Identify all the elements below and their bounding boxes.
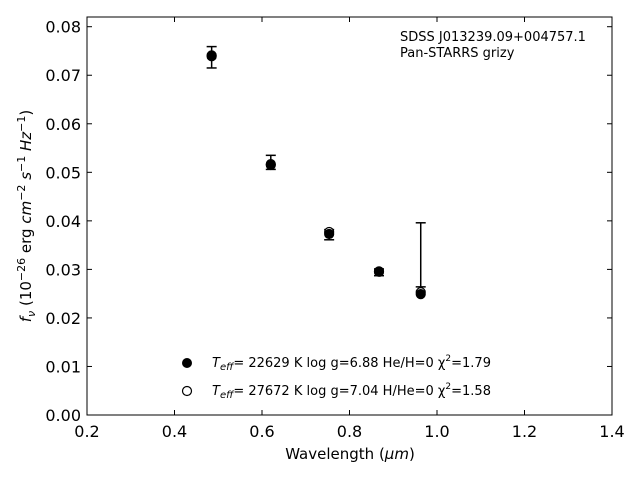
y-tick-label: 0.02 [45,309,81,328]
legend-label-helium: Teff= 27672 K log g=7.04 H/He=0 χ2=1.58 [212,382,491,401]
y-axis-ticks: 0.00 0.01 0.02 0.03 0.04 0.05 0.06 0.07 0.08 [45,18,612,425]
model-point-filled [206,51,217,62]
x-tick-label: 1.0 [424,422,449,441]
model-point-filled [265,159,276,171]
model-point-filled [415,289,426,300]
x-tick-label: 0.4 [162,422,187,441]
x-tick-label: 1.2 [512,422,537,441]
legend-marker-filled [182,358,192,368]
legend: Teff= 22629 K log g=6.88 He/H=0 χ2=1.79 … [181,354,491,401]
y-tick-label: 0.04 [45,212,81,231]
observed-errorbars [206,45,426,288]
survey-annotation: Pan-STARRS grizy [400,46,515,61]
y-tick-label: 0.00 [45,406,81,425]
y-tick-label: 0.01 [45,357,81,376]
model-point-filled [324,228,335,240]
legend-marker-open [181,385,193,397]
y-tick-label: 0.05 [45,163,81,182]
x-axis-ticks: 0.2 0.4 0.6 0.8 1.0 1.2 1.4 [74,17,625,441]
x-tick-label: 0.2 [74,422,99,441]
y-tick-label: 0.06 [45,115,81,134]
x-tick-label: 0.8 [337,422,362,441]
x-tick-label: 1.4 [599,422,624,441]
object-name-annotation: SDSS J013239.09+004757.1 [400,30,586,45]
model-point-filled [373,266,385,277]
y-axis-title: fν (10−26 erg cm−2 s−1 Hz−1) [15,110,38,322]
x-axis-title: Wavelength (μm) [285,445,415,463]
model-points [206,50,426,300]
y-tick-label: 0.03 [45,260,81,279]
y-tick-label: 0.08 [45,18,81,37]
legend-label-hydrogen: Teff= 22629 K log g=6.88 He/H=0 χ2=1.79 [212,354,491,373]
y-tick-label: 0.07 [45,66,81,85]
x-tick-label: 0.6 [249,422,274,441]
